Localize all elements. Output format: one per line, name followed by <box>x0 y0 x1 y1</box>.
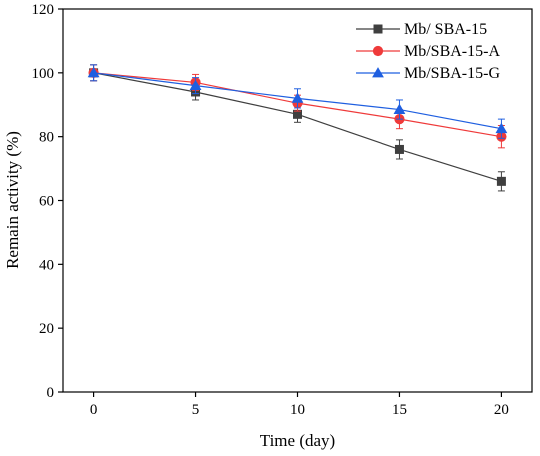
y-tick-label: 120 <box>32 2 55 18</box>
x-axis-label: Time (day) <box>260 431 335 450</box>
series-square <box>89 64 506 192</box>
legend-label: Mb/SBA-15-G <box>404 65 500 82</box>
circle-marker <box>372 45 384 57</box>
legend-item: Mb/SBA-15-G <box>356 65 500 82</box>
legend-item: Mb/SBA-15-A <box>356 43 500 60</box>
y-tick-label: 80 <box>39 130 54 146</box>
square-marker <box>496 176 506 186</box>
square-marker <box>394 144 404 154</box>
y-axis-label: Remain activity (%) <box>3 131 22 269</box>
y-tick-label: 60 <box>39 194 54 210</box>
x-tick-label: 15 <box>392 402 407 418</box>
series-triangle <box>87 64 508 139</box>
triangle-marker <box>372 67 384 78</box>
legend-label: Mb/ SBA-15 <box>404 21 487 38</box>
square-marker <box>293 109 302 119</box>
axis-ticks: 0 5 10 15 20 0 20 40 60 80 100 120 <box>32 2 509 418</box>
triangle-marker <box>87 66 100 78</box>
legend-item: Mb/ SBA-15 <box>356 21 487 38</box>
x-tick-label: 10 <box>290 402 305 418</box>
triangle-marker <box>291 92 304 103</box>
triangle-marker <box>393 103 406 114</box>
legend: Mb/ SBA-15 Mb/SBA-15-A Mb/SBA-15-G <box>356 21 500 82</box>
x-tick-label: 20 <box>494 402 509 418</box>
series-layer <box>87 64 508 192</box>
legend-label: Mb/SBA-15-A <box>404 43 500 60</box>
x-tick-label: 5 <box>192 402 200 418</box>
y-tick-label: 0 <box>47 385 55 401</box>
y-tick-label: 100 <box>32 66 55 82</box>
triangle-marker <box>189 79 202 91</box>
triangle-marker <box>495 122 508 134</box>
square-marker <box>373 24 383 34</box>
y-tick-label: 20 <box>39 321 54 337</box>
x-tick-label: 0 <box>90 402 98 418</box>
y-tick-label: 40 <box>39 257 54 273</box>
